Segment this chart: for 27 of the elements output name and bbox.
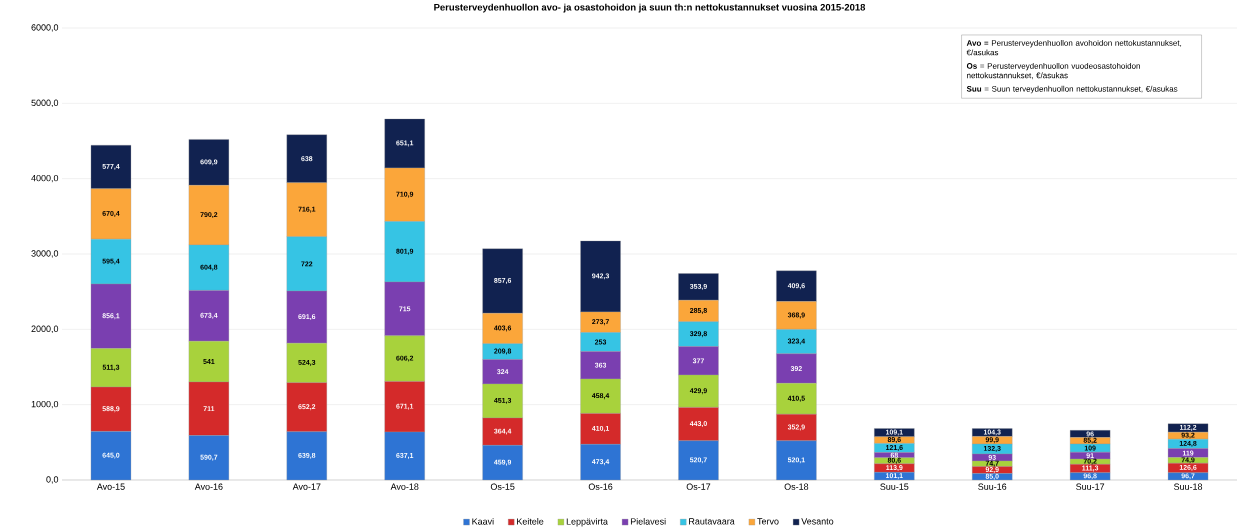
chart-title: Perusterveydenhuollon avo- ja osastohoidon ja suun th:n nettokustannukset vuosina 2015-2018: [434, 3, 866, 13]
x-tick-label: Os-17: [686, 483, 711, 490]
x-tick-label: Os-16: [588, 483, 613, 490]
legend-label: Rautavaara: [689, 518, 735, 525]
y-tick-label: 4000,0: [31, 174, 59, 183]
x-tick-label: Suu-16: [978, 483, 1007, 490]
x-tick-label: Avo-18: [390, 483, 419, 490]
x-tick-label: Avo-16: [194, 483, 223, 490]
legend-label: Vesanto: [801, 518, 834, 525]
legend-label: Keitele: [517, 518, 544, 525]
legend-label: Tervo: [757, 518, 779, 525]
y-tick-label: 6000,0: [31, 24, 59, 32]
x-tick-label: Suu-17: [1076, 483, 1105, 490]
y-tick-label: 5000,0: [31, 99, 59, 108]
y-tick-label: 0,0: [46, 476, 59, 484]
legend-label: Leppävirta: [566, 518, 608, 527]
legend-label: Kaavi: [472, 518, 494, 525]
x-tick-label: Os-15: [490, 483, 515, 490]
x-tick-label: Avo-15: [96, 483, 125, 490]
x-tick-label: Suu-15: [880, 483, 909, 490]
x-tick-label: Os-18: [784, 483, 809, 490]
legend-label: Pielavesi: [630, 518, 666, 525]
y-tick-label: 3000,0: [31, 250, 59, 258]
y-tick-label: 1000,0: [31, 400, 59, 409]
x-tick-label: Suu-18: [1174, 483, 1203, 490]
y-tick-label: 2000,0: [31, 325, 59, 333]
x-tick-label: Avo-17: [292, 483, 321, 490]
